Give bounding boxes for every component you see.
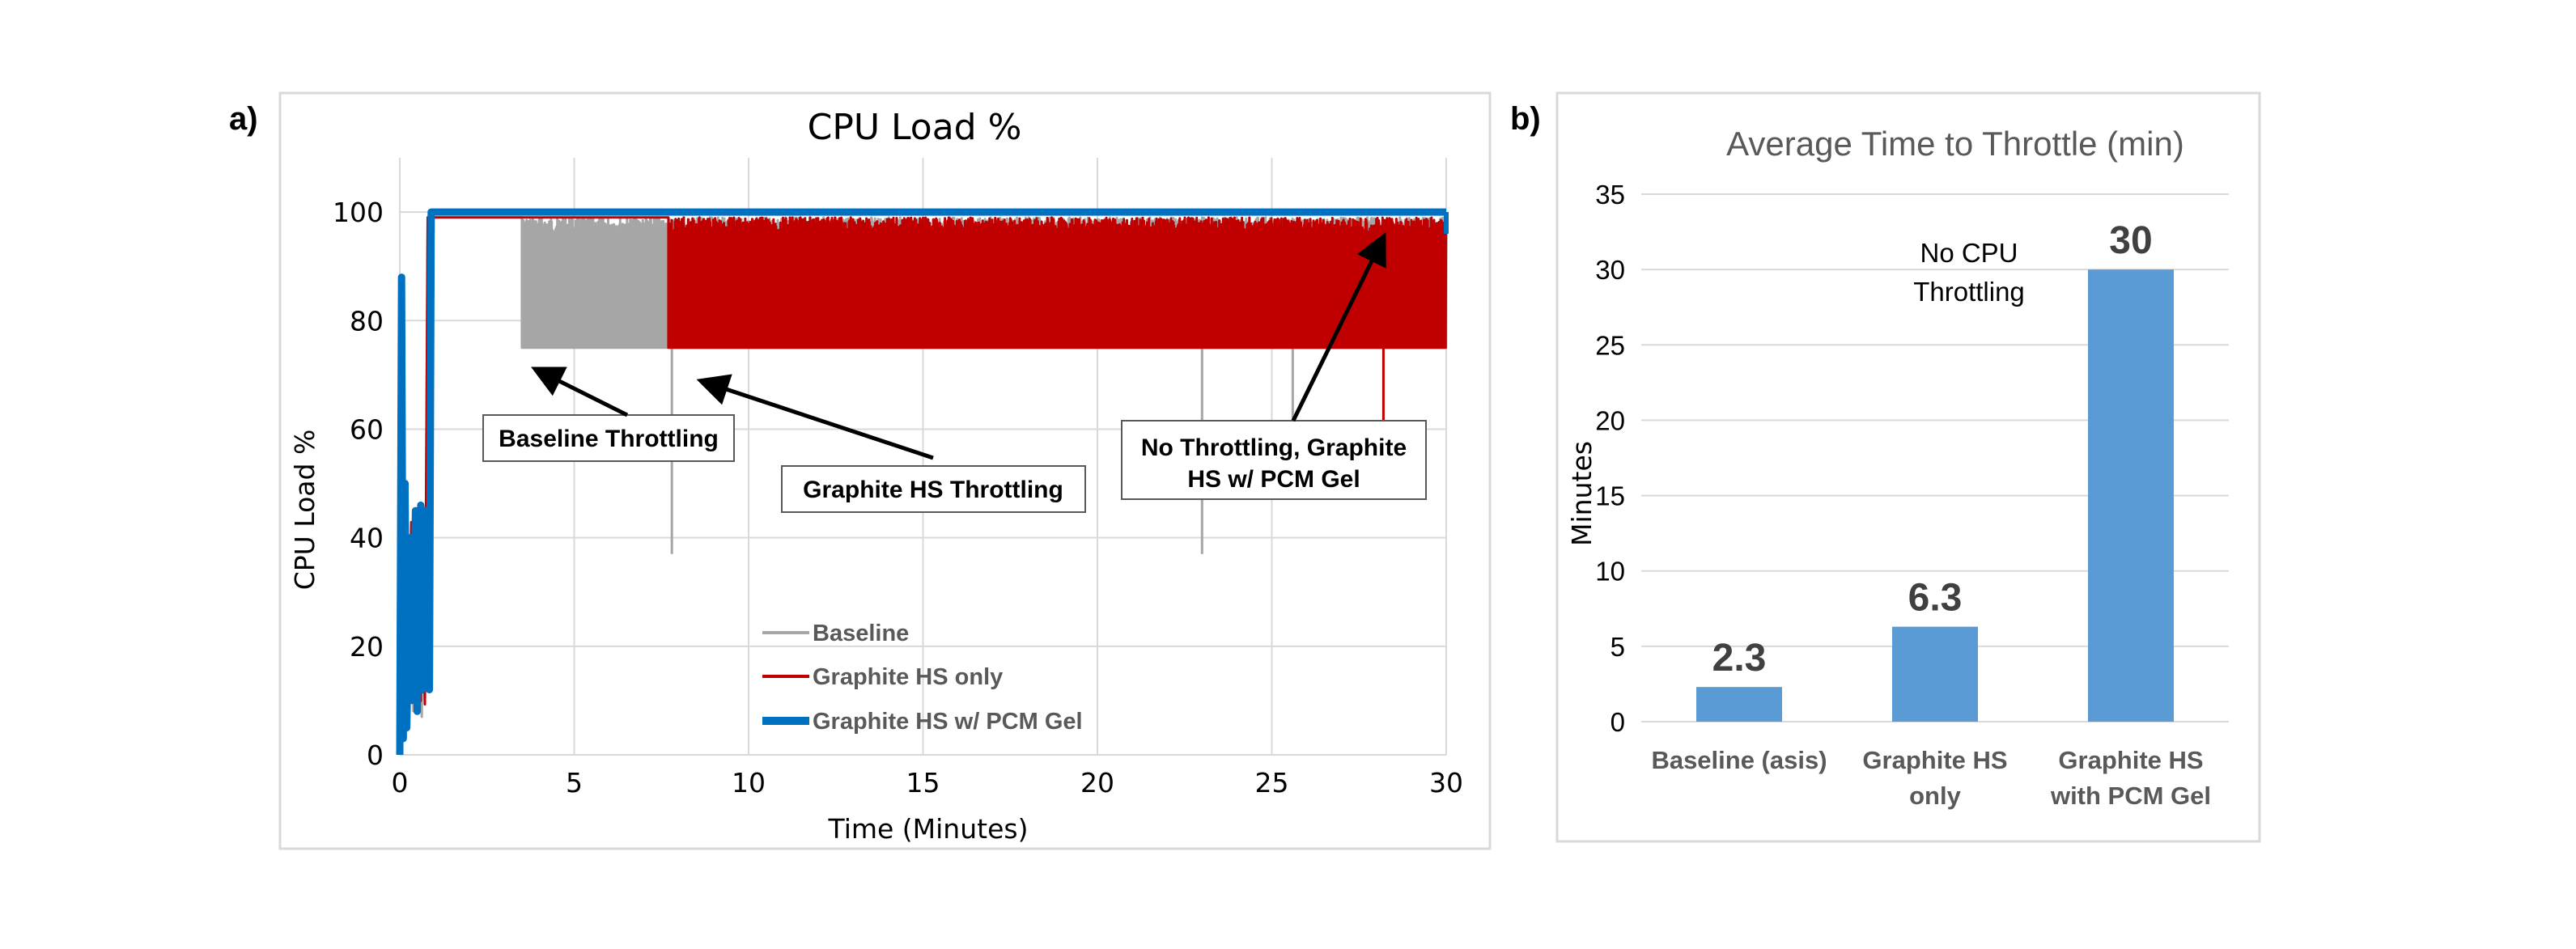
y-tick-label: 100 bbox=[333, 197, 384, 228]
legend-item-baseline: Baseline bbox=[762, 621, 909, 646]
series-pcm-line bbox=[396, 208, 1446, 756]
arrow-baseline bbox=[531, 366, 629, 417]
chart-b-plot: 0 5 10 15 20 25 30 35 2.3 Baseline (asis) 6.3 Graph… bbox=[1595, 180, 2229, 810]
x-tick-label: 0 bbox=[392, 767, 409, 799]
y-tick-label: 25 bbox=[1595, 330, 1625, 360]
annotation-no-throttling: No Throttling, Graphite HS w/ PCM Gel bbox=[1121, 420, 1427, 500]
chart-a-ylabel: CPU Load % bbox=[289, 430, 320, 591]
y-tick-label: 5 bbox=[1611, 632, 1625, 662]
svg-text:Graphite HS w/ PCM Gel: Graphite HS w/ PCM Gel bbox=[813, 709, 1083, 735]
chart-a-title: CPU Load % bbox=[808, 107, 1022, 148]
x-tick-label: 5 bbox=[566, 767, 583, 799]
x-tick-label: 20 bbox=[1080, 767, 1114, 799]
bar bbox=[1696, 687, 1782, 722]
svg-text:Graphite HS only: Graphite HS only bbox=[813, 664, 1003, 690]
category-label: Baseline (asis) bbox=[1651, 746, 1827, 774]
panel-b-letter: b) bbox=[1510, 101, 1541, 137]
category-label: Graphite HS bbox=[2058, 746, 2203, 774]
chart-a-legend: Baseline Graphite HS only Graphite HS w/… bbox=[762, 621, 1083, 735]
bar bbox=[1892, 626, 1978, 722]
category-label: only bbox=[1909, 782, 1961, 810]
category-label: with PCM Gel bbox=[2050, 782, 2211, 810]
annotation-graphite-throttling: Graphite HS Throttling bbox=[781, 465, 1086, 513]
y-tick-label: 20 bbox=[1595, 405, 1625, 435]
svg-text:Graphite HS Throttling: Graphite HS Throttling bbox=[803, 477, 1063, 503]
x-tick-label: 25 bbox=[1255, 767, 1289, 799]
y-tick-label: 0 bbox=[1611, 707, 1625, 737]
svg-text:No Throttling, Graphite: No Throttling, Graphite bbox=[1141, 434, 1407, 461]
svg-text:No CPU: No CPU bbox=[1920, 238, 2018, 268]
y-tick-label: 40 bbox=[350, 523, 384, 554]
annotation-baseline-throttling: Baseline Throttling bbox=[482, 414, 735, 462]
arrow-pcm bbox=[1291, 232, 1386, 422]
svg-text:Baseline: Baseline bbox=[813, 621, 909, 646]
x-tick-label: 30 bbox=[1429, 767, 1463, 799]
y-tick-label: 35 bbox=[1595, 180, 1625, 210]
x-tick-label: 15 bbox=[906, 767, 940, 799]
y-tick-label: 30 bbox=[1595, 255, 1625, 285]
series-graphite-line bbox=[398, 216, 1448, 755]
bar-data-label: 2.3 bbox=[1712, 637, 1767, 680]
y-tick-label: 0 bbox=[367, 739, 384, 771]
bar bbox=[2088, 269, 2174, 722]
bar-data-label: 30 bbox=[2109, 219, 2152, 262]
svg-text:HS w/ PCM Gel: HS w/ PCM Gel bbox=[1187, 466, 1360, 493]
chart-a-xlabel: Time (Minutes) bbox=[828, 813, 1029, 845]
chart-b-note: No CPU Throttling bbox=[1913, 238, 2025, 307]
legend-item-graphite: Graphite HS only bbox=[762, 664, 1003, 690]
svg-text:Throttling: Throttling bbox=[1913, 277, 2025, 307]
panel-a-letter: a) bbox=[229, 101, 258, 137]
arrow-graphite bbox=[696, 374, 934, 460]
y-tick-label: 15 bbox=[1595, 481, 1625, 511]
y-tick-label: 60 bbox=[350, 413, 384, 445]
y-tick-label: 20 bbox=[350, 631, 384, 663]
bar-data-label: 6.3 bbox=[1908, 577, 1963, 620]
chart-b-ylabel: Minutes bbox=[1566, 441, 1598, 546]
category-label: Graphite HS bbox=[1862, 746, 2007, 774]
svg-text:Baseline Throttling: Baseline Throttling bbox=[499, 426, 719, 452]
y-tick-label: 80 bbox=[350, 305, 384, 337]
legend-item-pcm: Graphite HS w/ PCM Gel bbox=[762, 709, 1083, 735]
chart-b-title: Average Time to Throttle (min) bbox=[1726, 125, 2184, 163]
x-tick-label: 10 bbox=[732, 767, 766, 799]
y-tick-label: 10 bbox=[1595, 557, 1625, 587]
